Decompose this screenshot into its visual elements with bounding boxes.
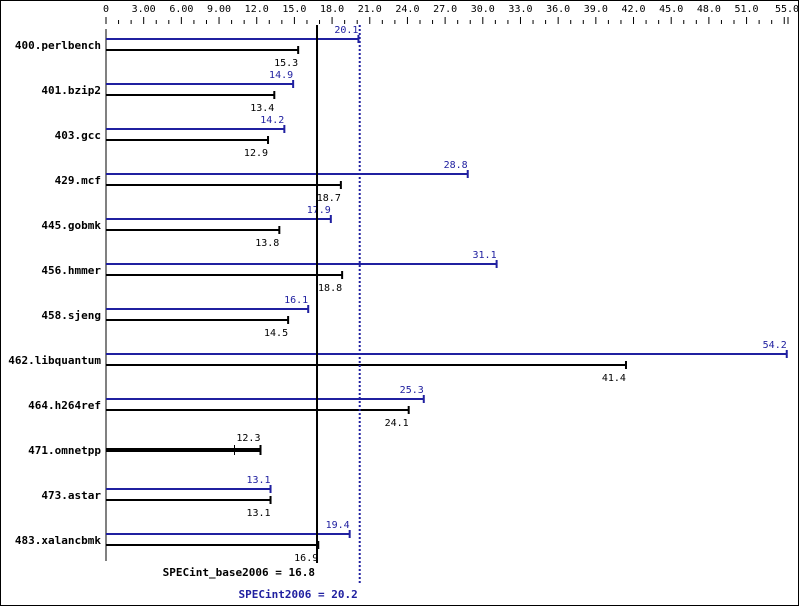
tick-label: 45.0 [659, 4, 683, 15]
base-mean-label: SPECint_base2006 = 16.8 [163, 566, 315, 579]
category-label: 445.gobmk [41, 219, 101, 232]
category-label: 403.gcc [55, 129, 101, 142]
category-label: 456.hmmer [41, 264, 101, 277]
peak-value-label: 17.9 [307, 205, 331, 216]
tick-label: 12.0 [245, 4, 269, 15]
category-label: 458.sjeng [41, 309, 101, 322]
base-value-label: 16.9 [294, 553, 318, 564]
tick-label: 42.0 [621, 4, 645, 15]
tick-label: 27.0 [433, 4, 457, 15]
base-value-label: 18.7 [317, 193, 341, 204]
tick-label: 21.0 [358, 4, 382, 15]
base-value-label: 14.5 [264, 328, 288, 339]
tick-label: 3.00 [132, 4, 156, 15]
peak-mean-label: SPECint2006 = 20.2 [238, 588, 357, 601]
tick-label: 24.0 [395, 4, 419, 15]
peak-value-label: 13.1 [246, 475, 270, 486]
base-value-label: 13.8 [255, 238, 279, 249]
peak-value-label: 54.2 [763, 340, 787, 351]
peak-value-label: 28.8 [444, 160, 468, 171]
peak-value-label: 14.2 [260, 115, 284, 126]
category-label: 462.libquantum [8, 354, 101, 367]
base-value-label: 15.3 [274, 58, 298, 69]
peak-value-label: 16.1 [284, 295, 308, 306]
peak-value-label: 20.1 [334, 25, 358, 36]
tick-label: 15.0 [282, 4, 306, 15]
category-label: 483.xalancbmk [15, 534, 101, 547]
peak-value-label: 31.1 [473, 250, 497, 261]
base-value-label: 13.4 [250, 103, 274, 114]
base-value-label: 41.4 [602, 373, 626, 384]
category-label: 473.astar [41, 489, 101, 502]
category-label: 400.perlbench [15, 39, 101, 52]
tick-label: 33.0 [508, 4, 532, 15]
peak-value-label: 25.3 [400, 385, 424, 396]
peak-value-label: 14.9 [269, 70, 293, 81]
peak-value-label: 19.4 [326, 520, 350, 531]
category-label: 401.bzip2 [41, 84, 101, 97]
tick-label: 9.00 [207, 4, 231, 15]
base-value-label: 12.9 [244, 148, 268, 159]
base-value-label: 13.1 [246, 508, 270, 519]
tick-label: 30.0 [471, 4, 495, 15]
category-label: 429.mcf [55, 174, 101, 187]
tick-label: 6.00 [169, 4, 193, 15]
tick-label: 51.0 [735, 4, 759, 15]
tick-label: 55.0 [775, 4, 799, 15]
tick-label: 18.0 [320, 4, 344, 15]
base-value-label: 18.8 [318, 283, 342, 294]
tick-label: 36.0 [546, 4, 570, 15]
tick-label: 48.0 [697, 4, 721, 15]
base-value-label: 24.1 [385, 418, 409, 429]
tick-label: 39.0 [584, 4, 608, 15]
tick-label: 0 [103, 4, 109, 15]
category-label: 464.h264ref [28, 399, 101, 412]
category-label: 471.omnetpp [28, 444, 101, 457]
base-value-label: 12.3 [236, 433, 260, 444]
